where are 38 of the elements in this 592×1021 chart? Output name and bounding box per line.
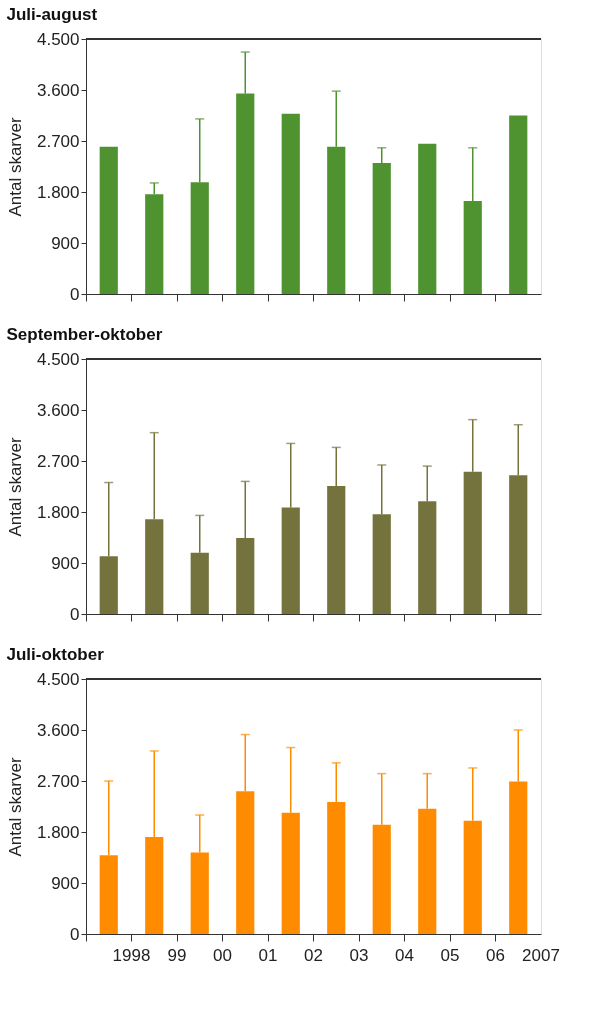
bar [99, 146, 118, 294]
y-tick-label: 2.700 [36, 771, 80, 791]
y-tick-label: 4.500 [36, 669, 80, 689]
y-tick-label: 1.800 [36, 502, 80, 522]
bar [509, 115, 528, 294]
y-tick-label: 2.700 [36, 131, 80, 151]
x-tick-label: 2007 [522, 945, 560, 965]
y-tick-label: 900 [51, 233, 80, 253]
y-tick-label: 900 [51, 553, 80, 573]
y-tick-label: 0 [70, 924, 80, 944]
x-tick-label: 01 [258, 945, 278, 965]
y-axis-title: Antal skarver [5, 757, 25, 857]
y-tick-label: 900 [51, 873, 80, 893]
chart-title: Juli-august [6, 5, 98, 24]
y-axis-title: Antal skarver [5, 117, 25, 217]
x-tick-label: 00 [213, 945, 232, 965]
y-tick-label: 3.600 [36, 80, 80, 100]
x-tick-label: 04 [395, 945, 414, 965]
x-tick-label: 03 [349, 945, 369, 965]
chart-title: September-oktober [6, 325, 163, 344]
x-tick-label: 99 [167, 945, 187, 965]
y-tick-label: 4.500 [36, 349, 80, 369]
y-tick-label: 3.600 [36, 720, 80, 740]
y-tick-label: 4.500 [36, 29, 80, 49]
chart-title: Juli-oktober [6, 645, 105, 664]
bar [281, 113, 300, 294]
y-tick-label: 0 [70, 284, 80, 304]
y-tick-label: 2.700 [36, 451, 80, 471]
y-tick-label: 0 [70, 604, 80, 624]
x-tick-label: 1998 [112, 945, 151, 965]
y-tick-label: 1.800 [36, 182, 80, 202]
x-tick-label: 02 [304, 945, 323, 965]
bar [418, 143, 437, 294]
y-tick-label: 1.800 [36, 822, 80, 842]
y-tick-label: 3.600 [36, 400, 80, 420]
y-axis-title: Antal skarver [5, 437, 25, 537]
x-tick-label: 05 [440, 945, 460, 965]
x-tick-label: 06 [486, 945, 505, 965]
